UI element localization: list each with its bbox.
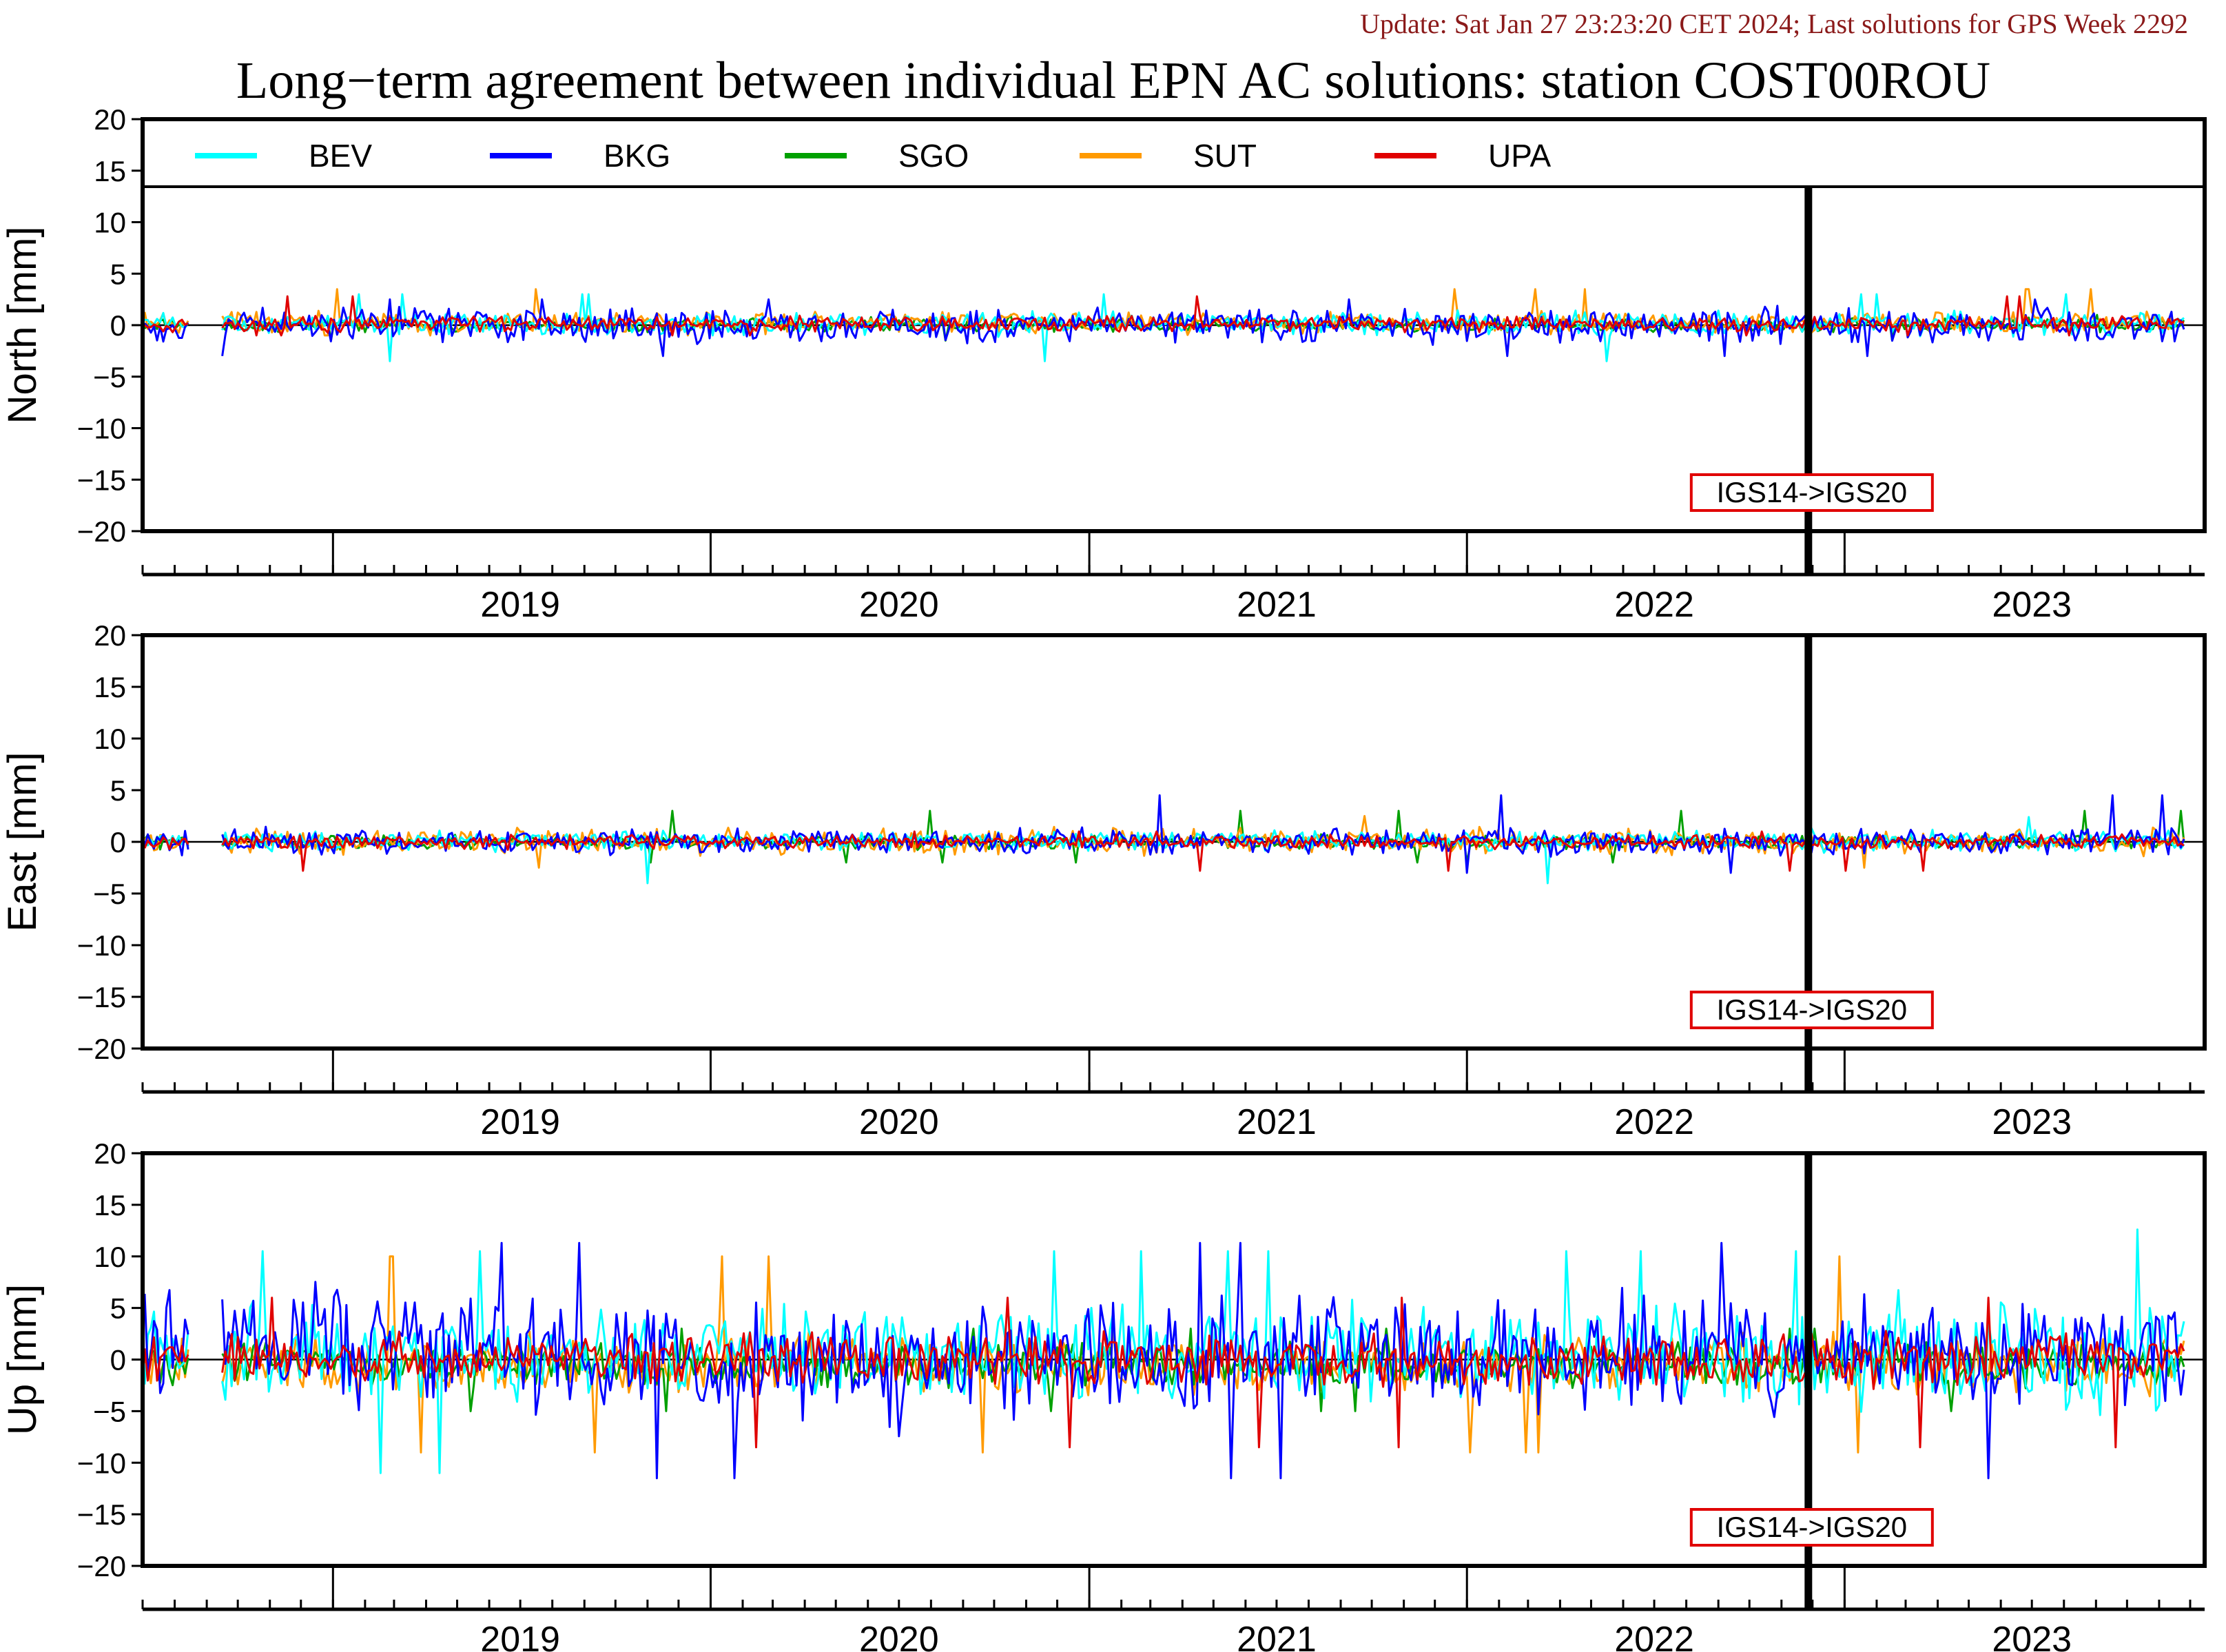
frame-change-box [1689, 473, 1934, 512]
series-line-bkg [221, 298, 2185, 358]
x-tick-label: 2019 [480, 585, 560, 625]
y-tick-label: 0 [110, 309, 126, 342]
frame-change-label: IGS14->IGS20 [1716, 476, 1907, 508]
y-axis-label: East [mm] [0, 752, 45, 931]
x-tick-label: 2021 [1237, 1620, 1317, 1652]
y-tick-label: 20 [94, 1137, 126, 1170]
y-axis-label: Up [mm] [0, 1284, 45, 1435]
y-tick-label: 20 [94, 619, 126, 652]
y-tick-label: 5 [110, 774, 126, 807]
y-tick-label: 0 [110, 1344, 126, 1376]
series-line-upa [221, 830, 2185, 872]
legend-label-sgo: SGO [898, 138, 969, 174]
x-tick-label: 2020 [859, 1620, 939, 1652]
x-tick-label: 2020 [859, 1102, 939, 1142]
y-tick-label: −10 [77, 929, 126, 962]
frame-change-label: IGS14->IGS20 [1716, 993, 1907, 1026]
x-tick-label: 2021 [1237, 585, 1317, 625]
legend-label-bev: BEV [309, 138, 372, 174]
y-tick-label: −5 [93, 361, 126, 393]
frame-change-box [1689, 991, 1934, 1029]
y-tick-label: −20 [77, 515, 126, 548]
y-tick-label: 15 [94, 1189, 126, 1221]
x-tick-label: 2019 [480, 1102, 560, 1142]
x-tick-label: 2022 [1614, 1102, 1694, 1142]
y-tick-label: 15 [94, 155, 126, 187]
y-tick-label: −10 [77, 413, 126, 445]
y-tick-label: 10 [94, 723, 126, 755]
y-tick-label: 20 [94, 103, 126, 136]
series-line-upa [221, 1297, 2185, 1449]
series-line-upa [143, 1336, 189, 1382]
y-tick-label: 10 [94, 207, 126, 239]
x-tick-label: 2022 [1614, 585, 1694, 625]
x-tick-label: 2023 [1992, 1102, 2072, 1142]
y-tick-label: −15 [77, 981, 126, 1013]
y-tick-label: 15 [94, 671, 126, 703]
x-tick-label: 2023 [1992, 1620, 2072, 1652]
plot-frame [141, 1151, 2207, 1568]
x-tick-label: 2019 [480, 1620, 560, 1652]
update-timestamp-text: Update: Sat Jan 27 23:23:20 CET 2024; La… [1360, 8, 2188, 39]
series-line-bev [143, 1310, 189, 1385]
figure-title: Long−term agreement between individual E… [236, 52, 1990, 110]
series-line-bkg [143, 322, 189, 343]
y-tick-label: 0 [110, 826, 126, 858]
y-tick-label: 5 [110, 258, 126, 290]
y-tick-label: 10 [94, 1241, 126, 1273]
y-tick-label: −5 [93, 878, 126, 910]
y-tick-label: −10 [77, 1447, 126, 1479]
y-tick-label: −20 [77, 1033, 126, 1065]
series-line-bkg [143, 1289, 189, 1394]
x-tick-label: 2022 [1614, 1620, 1694, 1652]
y-tick-label: −20 [77, 1550, 126, 1582]
up-panel: 20 15 10 5 0 −5 −10 −15 −20 Up [mm] IGS14->IGS20 20… [0, 1137, 2207, 1652]
y-tick-label: −15 [77, 464, 126, 496]
y-tick-label: −15 [77, 1498, 126, 1531]
east-panel: 20 15 10 5 0 −5 −10 −15 −20 East [mm] IGS14->IGS20… [0, 619, 2207, 1142]
x-tick-label: 2020 [859, 585, 939, 625]
frame-change-label: IGS14->IGS20 [1716, 1511, 1907, 1543]
frame-change-box [1689, 1508, 1934, 1547]
series-line-upa [221, 295, 2185, 337]
series-line-upa [143, 836, 189, 850]
plot-frame [141, 633, 2207, 1051]
north-panel: 20 15 10 5 0 −5 −10 −15 −20 North [mm] IGS14->IGS2… [0, 103, 2207, 625]
y-tick-label: 5 [110, 1292, 126, 1325]
legend-label-bkg: BKG [604, 138, 670, 174]
plot-frame [141, 117, 2207, 533]
legend-label-sut: SUT [1193, 138, 1257, 174]
x-tick-label: 2023 [1992, 585, 2072, 625]
legend-label-upa: UPA [1488, 138, 1551, 174]
legend-box [143, 119, 2205, 187]
series-line-upa [144, 318, 189, 333]
y-axis-label: North [mm] [0, 227, 45, 424]
y-tick-label: −5 [93, 1395, 126, 1427]
x-tick-label: 2021 [1237, 1102, 1317, 1142]
